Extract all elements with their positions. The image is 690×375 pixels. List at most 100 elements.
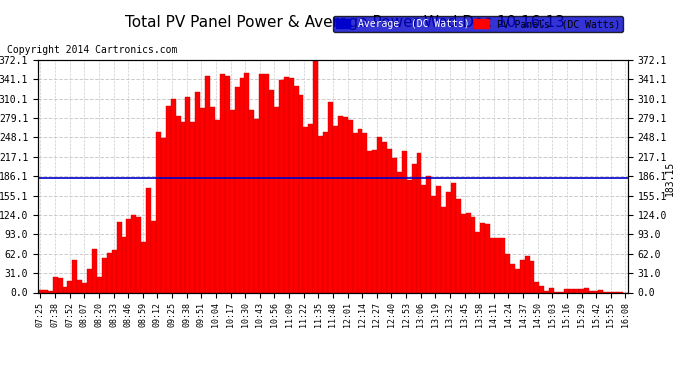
Bar xyxy=(107,254,112,292)
Bar xyxy=(195,92,200,292)
Bar xyxy=(524,256,530,292)
Bar xyxy=(333,126,338,292)
Bar xyxy=(426,176,431,292)
Bar xyxy=(373,150,377,292)
Bar xyxy=(411,164,417,292)
Bar xyxy=(92,249,97,292)
Bar xyxy=(63,288,68,292)
Bar xyxy=(406,180,411,292)
Bar xyxy=(102,258,107,292)
Bar xyxy=(235,87,239,292)
Bar xyxy=(436,186,441,292)
Bar xyxy=(126,219,131,292)
Bar xyxy=(112,250,117,292)
Bar xyxy=(313,62,318,292)
Bar xyxy=(48,291,52,292)
Bar xyxy=(451,183,456,292)
Bar xyxy=(131,214,137,292)
Bar xyxy=(318,136,323,292)
Bar xyxy=(161,138,166,292)
Bar xyxy=(304,127,308,292)
Bar xyxy=(279,80,284,292)
Bar xyxy=(456,198,461,292)
Text: 183.15: 183.15 xyxy=(0,160,1,196)
Bar xyxy=(72,260,77,292)
Bar xyxy=(38,290,43,292)
Bar xyxy=(255,119,259,292)
Bar xyxy=(323,132,328,292)
Bar xyxy=(540,286,544,292)
Bar xyxy=(146,188,151,292)
Bar xyxy=(121,237,126,292)
Bar xyxy=(117,222,121,292)
Bar xyxy=(170,99,175,292)
Bar xyxy=(249,110,254,292)
Bar xyxy=(377,136,382,292)
Bar xyxy=(461,214,466,292)
Bar xyxy=(200,108,205,292)
Bar xyxy=(441,207,446,292)
Text: 183.15: 183.15 xyxy=(664,160,675,196)
Bar xyxy=(220,74,225,292)
Text: Total PV Panel Power & Average Power Wed Dec 10 16:13: Total PV Panel Power & Average Power Wed… xyxy=(125,15,565,30)
Bar xyxy=(549,288,554,292)
Bar xyxy=(362,133,367,292)
Bar xyxy=(215,120,220,292)
Bar xyxy=(239,78,244,292)
Bar xyxy=(579,289,584,292)
Bar xyxy=(137,217,141,292)
Bar xyxy=(210,107,215,292)
Bar xyxy=(77,280,82,292)
Bar xyxy=(151,221,156,292)
Bar xyxy=(338,116,343,292)
Bar xyxy=(225,76,230,292)
Bar xyxy=(485,224,490,292)
Bar xyxy=(52,278,58,292)
Bar xyxy=(357,129,362,292)
Bar xyxy=(471,217,475,292)
Bar xyxy=(87,269,92,292)
Bar xyxy=(544,291,549,292)
Bar xyxy=(402,151,406,292)
Bar xyxy=(397,172,402,292)
Bar xyxy=(264,74,269,292)
Bar xyxy=(466,213,471,292)
Bar xyxy=(480,222,485,292)
Bar xyxy=(505,254,510,292)
Bar xyxy=(343,117,348,292)
Bar xyxy=(422,185,426,292)
Bar xyxy=(269,90,274,292)
Bar xyxy=(181,122,186,292)
Bar xyxy=(186,97,190,292)
Bar xyxy=(367,151,372,292)
Bar xyxy=(141,242,146,292)
Bar xyxy=(520,260,524,292)
Bar xyxy=(593,291,598,292)
Bar xyxy=(589,291,593,292)
Bar xyxy=(190,122,195,292)
Bar xyxy=(475,231,480,292)
Bar xyxy=(259,74,264,292)
Bar xyxy=(446,192,451,292)
Bar xyxy=(510,264,515,292)
Bar xyxy=(564,289,569,292)
Bar xyxy=(569,290,574,292)
Bar xyxy=(299,94,304,292)
Bar xyxy=(58,278,63,292)
Text: Copyright 2014 Cartronics.com: Copyright 2014 Cartronics.com xyxy=(7,45,177,55)
Bar xyxy=(417,153,422,292)
Bar xyxy=(431,196,436,292)
Bar xyxy=(495,238,500,292)
Bar xyxy=(500,238,505,292)
Bar xyxy=(584,288,589,292)
Bar xyxy=(308,124,313,292)
Bar xyxy=(535,282,540,292)
Bar xyxy=(530,261,535,292)
Bar xyxy=(166,106,170,292)
Bar xyxy=(68,280,72,292)
Bar xyxy=(574,289,579,292)
Bar xyxy=(156,132,161,292)
Bar xyxy=(294,86,299,292)
Bar xyxy=(353,133,357,292)
Bar xyxy=(244,73,249,292)
